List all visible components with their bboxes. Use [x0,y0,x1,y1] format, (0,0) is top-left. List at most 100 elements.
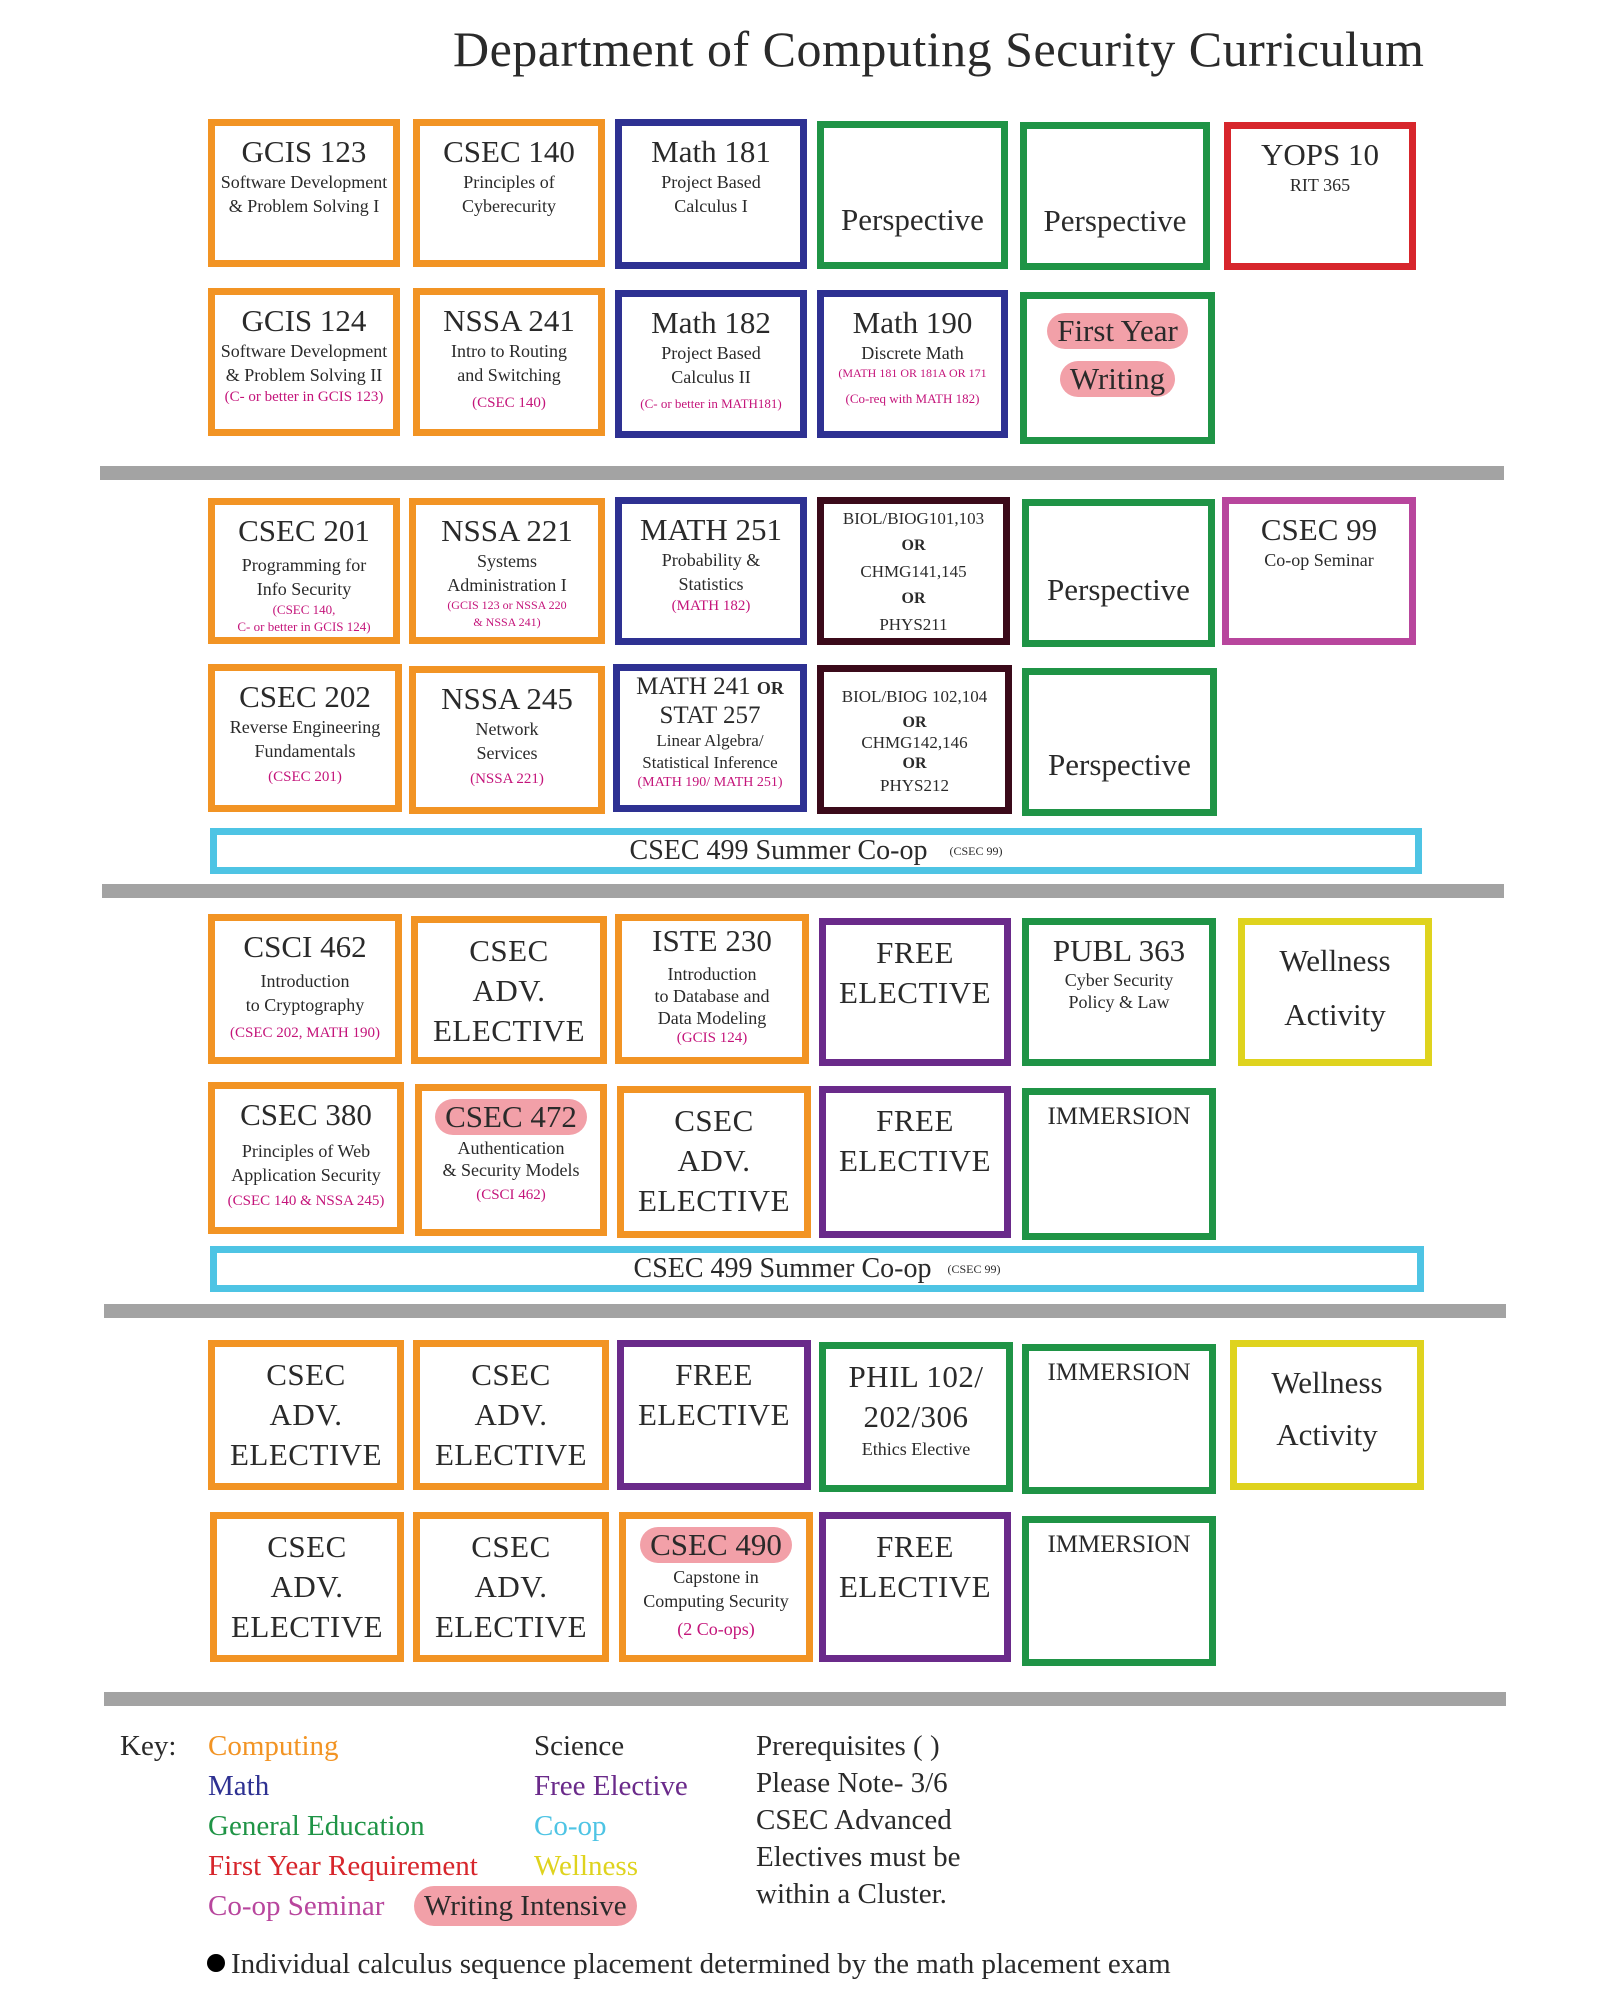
csec-adv-elective: CSEC ADV. ELECTIVE [210,1512,404,1662]
science-option: BIOL/BIOG101,103 [842,509,985,528]
course-publ363: PUBL 363 Cyber Security Policy & Law [1022,918,1216,1066]
course-code: NSSA 245 [441,681,573,716]
course-name: Data Modeling [657,1008,767,1028]
or-label: OR [901,590,926,607]
course-math190: Math 190 Discrete Math (MATH 181 OR 181A… [817,290,1008,438]
elective-label: ADV. [474,1397,548,1432]
csec-adv-elective: CSEC ADV. ELECTIVE [617,1086,811,1238]
elective-label: ELECTIVE [434,1437,588,1472]
course-math241-stat257: MATH 241 OR STAT 257 Linear Algebra/ Sta… [613,664,807,812]
science-elective-1: BIOL/BIOG101,103 OR CHMG141,145 OR PHYS2… [817,497,1010,645]
csec-adv-elective: CSEC ADV. ELECTIVE [411,916,607,1064]
course-code: CSCI 462 [243,929,367,964]
prerequisite: (MATH 190/ MATH 251) [637,775,783,790]
corequisite: (Co-req with MATH 182) [845,391,980,406]
year-divider [102,884,1504,898]
science-option: PHYS212 [880,776,949,795]
note-line: CSEC Advanced [756,1804,952,1836]
perspective-label: Perspective [1048,747,1191,782]
course-name: Calculus I [674,196,748,216]
footnote-text: Individual calculus sequence placement d… [231,1948,1171,1980]
course-iste230: ISTE 230 Introduction to Database and Da… [615,914,809,1064]
elective-label: ELECTIVE [230,1609,384,1644]
course-name: Fundamentals [254,741,356,761]
wellness-activity: Wellness Activity [1238,918,1432,1066]
course-name: Principles of [463,172,555,192]
csec-adv-elective: CSEC ADV. ELECTIVE [208,1340,404,1490]
course-name: Services [476,743,538,763]
csec-adv-elective: CSEC ADV. ELECTIVE [413,1340,609,1490]
science-elective-2: BIOL/BIOG 102,104 OR CHMG142,146 OR PHYS… [817,665,1012,814]
perspective-box: Perspective [1022,668,1217,816]
course-name: Programming for [241,555,367,575]
year-divider [104,1692,1506,1706]
course-code: CSEC 202 [239,679,371,714]
coop-prerequisite: (CSEC 99) [949,843,1003,858]
course-code: CSEC 140 [443,134,575,169]
course-code: GCIS 124 [241,303,367,338]
science-option: BIOL/BIOG 102,104 [841,687,988,706]
course-name: Application Security [231,1165,381,1185]
or-label: OR [902,714,927,731]
coop-label: CSEC 499 Summer Co-op [633,1253,932,1284]
key-computing: Computing [208,1730,339,1762]
elective-label: FREE [876,1529,954,1564]
elective-label: ADV. [472,973,546,1008]
course-name: Reverse Engineering [229,717,381,737]
coop-label: CSEC 499 Summer Co-op [629,835,928,866]
elective-label: ELECTIVE [229,1437,383,1472]
course-csec140: CSEC 140 Principles of Cyberecurity [413,119,605,267]
course-code: CSEC 472 [435,1099,587,1135]
course-name: Statistical Inference [642,753,778,772]
course-code: 202/306 [863,1399,969,1434]
elective-label: ELECTIVE [838,975,992,1010]
course-code: Math 182 [651,305,771,340]
prerequisite: (GCIS 123 or NSSA 220 [447,598,567,612]
prerequisite: (GCIS 124) [676,1030,748,1046]
course-code: Math 190 [852,305,973,340]
elective-label: ADV. [270,1569,344,1604]
course-name: Systems [476,551,537,571]
course-csec472: CSEC 472 Authentication & Security Model… [415,1084,607,1236]
course-csec202: CSEC 202 Reverse Engineering Fundamental… [208,664,402,812]
course-name: Linear Algebra/ [656,731,764,750]
course-code: PHIL 102/ [848,1359,984,1394]
free-elective: FREE ELECTIVE [819,1512,1011,1662]
note-line: Electives must be [756,1841,961,1873]
elective-label: ELECTIVE [432,1013,586,1048]
course-name: Principles of Web [241,1141,371,1161]
key-writing-intensive: Writing Intensive [414,1886,637,1926]
prerequisite: & NSSA 241) [473,615,541,629]
course-name: Project Based [661,172,761,192]
immersion-label: IMMERSION [1047,1359,1191,1386]
elective-label: FREE [876,935,954,970]
perspective-box: Perspective [1020,122,1210,270]
summer-coop-bar: CSEC 499 Summer Co-op (CSEC 99) [210,1246,1424,1292]
course-name: Intro to Routing [451,341,567,361]
course-nssa245: NSSA 245 Network Services (NSSA 221) [409,666,605,814]
or-label: OR [902,755,927,772]
course-name: Software Development [220,172,388,192]
course-code: GCIS 123 [241,134,367,169]
immersion-label: IMMERSION [1047,1531,1191,1558]
course-name: Discrete Math [861,343,964,363]
course-name: Network [475,719,539,739]
course-name: Authentication [457,1138,565,1158]
course-csec99: CSEC 99 Co-op Seminar [1222,497,1416,645]
summer-coop-bar: CSEC 499 Summer Co-op (CSEC 99) [210,828,1422,874]
prerequisite: (CSEC 140 & NSSA 245) [227,1193,385,1209]
course-name: Probability & [661,550,761,570]
course-code: NSSA 221 [441,513,573,548]
science-option: PHYS211 [879,615,948,634]
elective-label: ELECTIVE [838,1143,992,1178]
key-wellness: Wellness [534,1850,638,1882]
note-line: within a Cluster. [756,1878,947,1910]
prerequisite: (CSEC 140, [272,602,336,617]
wellness-label: Activity [1284,997,1386,1032]
course-gcis123: GCIS 123 Software Development & Problem … [208,119,400,267]
elective-label: ADV. [474,1569,548,1604]
elective-label: FREE [876,1103,954,1138]
immersion-box: IMMERSION [1022,1516,1216,1666]
course-name: Policy & Law [1068,992,1170,1012]
course-csec380: CSEC 380 Principles of Web Application S… [208,1082,404,1234]
